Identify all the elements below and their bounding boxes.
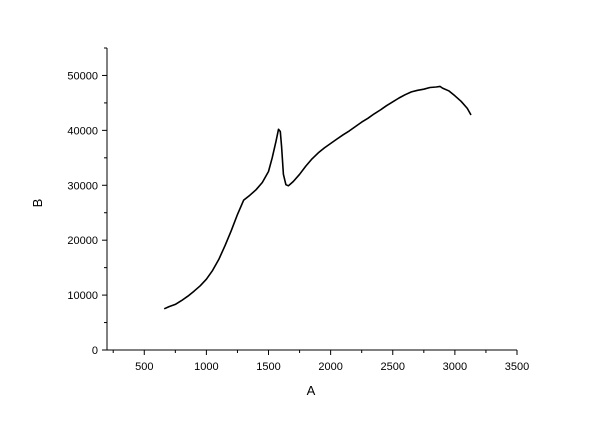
y-tick-label: 40000 [67, 125, 98, 137]
x-tick-label: 3500 [505, 361, 529, 373]
ticks: 500 1000 1500 2000 2500 3000 3500 0 10000 20000 30… [67, 47, 529, 373]
x-tick-label: 2000 [318, 361, 342, 373]
x-axis-title: A [307, 383, 316, 398]
x-tick-label: 1000 [194, 361, 218, 373]
y-axis-title: B [30, 199, 45, 208]
x-tick-label: 1500 [256, 361, 280, 373]
series-line [163, 85, 472, 310]
y-tick-label: 0 [92, 345, 98, 357]
y-tick-label: 30000 [67, 180, 98, 192]
axes [106, 48, 517, 351]
y-tick-label: 50000 [67, 70, 98, 82]
y-tick-label: 10000 [67, 290, 98, 302]
x-tick-label: 3000 [443, 361, 467, 373]
plot-area [163, 85, 472, 310]
x-tick-label: 2500 [381, 361, 405, 373]
x-tick-label: 500 [135, 361, 153, 373]
y-tick-label: 20000 [67, 235, 98, 247]
